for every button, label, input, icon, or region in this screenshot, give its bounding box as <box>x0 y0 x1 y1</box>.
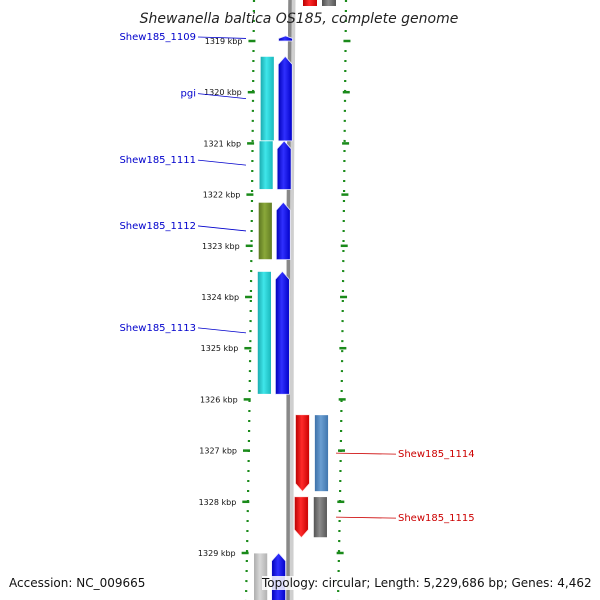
ruler-tick-label: 1326 kbp <box>200 395 238 404</box>
gene-label-connector <box>197 36 247 39</box>
topology-text: Topology: circular; Length: 5,229,686 bp… <box>262 576 592 590</box>
cds-bar-cyan <box>258 140 274 190</box>
ruler-dotted-line-right <box>336 0 348 600</box>
cds-bar-steel <box>314 414 329 492</box>
ruler-tick-label: 1328 kbp <box>199 498 237 507</box>
gene-label: Shew185_1112 <box>119 221 196 232</box>
gene-label-connector <box>197 327 247 334</box>
ruler-tick-label: 1319 kbp <box>205 37 243 46</box>
cds-bar-olive <box>257 201 273 261</box>
cds-bar-cyan <box>259 55 275 142</box>
gene-layer <box>253 0 336 600</box>
ruler-tick-label: 1325 kbp <box>201 344 239 353</box>
gene-label: Shew185_1113 <box>119 323 196 334</box>
gene-arrow-reverse <box>295 414 310 493</box>
cds-bar-gray <box>312 496 328 539</box>
gene-label-connector <box>335 452 397 455</box>
gene-label: pgi <box>181 89 196 100</box>
ruler-dotted-line-left <box>244 0 256 600</box>
gene-arrow-forward <box>274 270 290 395</box>
gene-arrow-clipped-top <box>303 0 317 6</box>
ruler-tick-label: 1321 kbp <box>203 139 241 148</box>
gene-label: Shew185_1109 <box>119 32 196 43</box>
gene-label-connector <box>197 159 247 166</box>
ruler-tick-label: 1329 kbp <box>198 549 236 558</box>
cds-bar-clipped-top <box>322 0 336 6</box>
gene-label-connector <box>335 516 397 519</box>
map-title: Shewanella baltica OS185, complete genom… <box>140 11 459 27</box>
ruler-layer: 1319 kbp 1320 kbp 1321 kbp 1322 kbp 1323 kbp… <box>198 0 351 600</box>
ruler-tick-label: 1324 kbp <box>201 293 239 302</box>
ruler-tick-label: 1323 kbp <box>202 242 240 251</box>
ruler-tick-label: 1322 kbp <box>203 191 241 200</box>
gene-label: Shew185_1111 <box>119 155 196 166</box>
gene-arrow-reverse <box>293 496 309 539</box>
gene-arrow-forward <box>276 140 292 190</box>
gene-arrow-forward <box>275 201 291 261</box>
ruler-tick-label: 1327 kbp <box>199 447 237 456</box>
gene-label-connector <box>197 93 247 99</box>
gene-label: Shew185_1114 <box>398 449 475 460</box>
gene-label-connector <box>197 225 247 232</box>
accession-text: Accession: NC_009665 <box>9 576 146 590</box>
gene-arrow-forward <box>277 55 293 142</box>
gene-arrow-forward <box>278 35 293 42</box>
ruler-tick-label: 1320 kbp <box>204 88 242 97</box>
gene-label: Shew185_1115 <box>398 513 475 524</box>
cds-bar-cyan <box>256 270 272 395</box>
